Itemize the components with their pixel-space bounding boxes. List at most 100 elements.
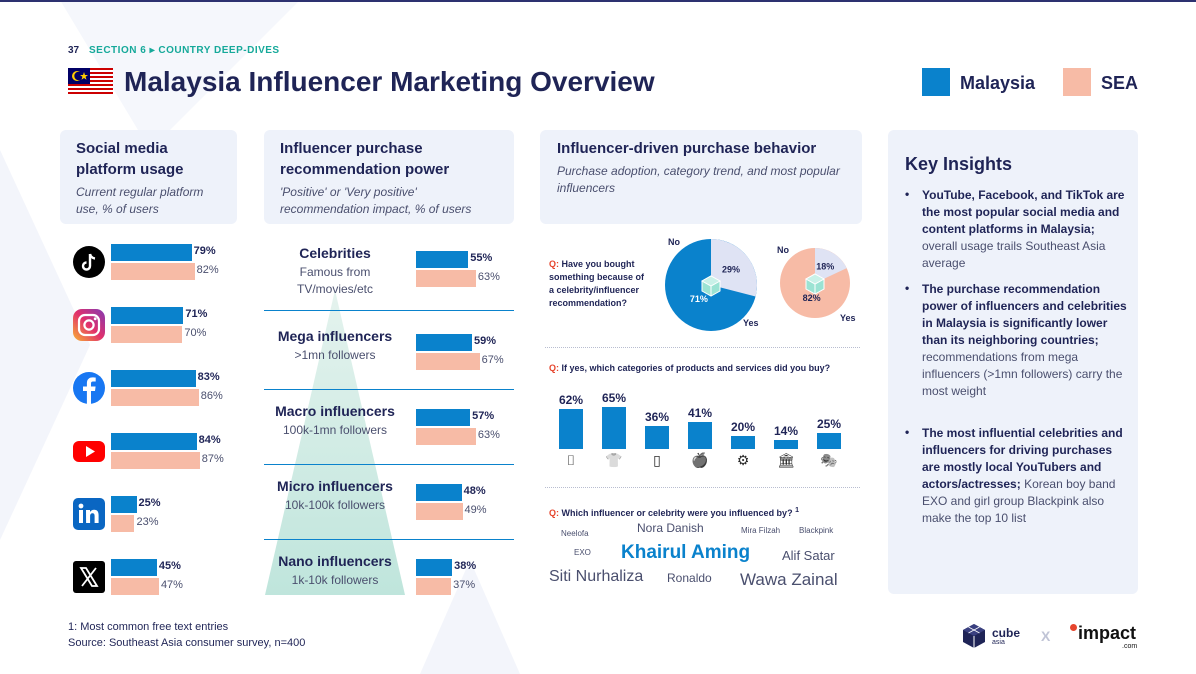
- social-value-sea-tiktok: 82%: [196, 264, 219, 276]
- tshirt-icon: 👕: [605, 453, 623, 469]
- insight-1-bold: YouTube, Facebook, and TikTok are the mo…: [922, 188, 1125, 236]
- legend-label-malaysia: Malaysia: [960, 73, 1036, 93]
- rec-bar-sea-celebrities: [416, 270, 476, 287]
- footnote: 1: Most common free text entries: [68, 621, 229, 633]
- category-value-apple: 41%: [687, 406, 713, 421]
- wordcloud-blackpink: Blackpink: [799, 526, 834, 535]
- wordcloud-exo: EXO: [574, 548, 591, 557]
- rec-separator-3: [264, 464, 514, 465]
- rec-tier-sub-celebrities: Famous from: [299, 265, 371, 279]
- insight-3-rest: Korean boy band EXO and girl group Black…: [922, 477, 1116, 525]
- rec-tier-sub-micro-influencers: 10k-100k followers: [284, 498, 386, 512]
- wordcloud-alif-satar: Alif Satar: [782, 548, 835, 563]
- category-value-lipstick: 62%: [558, 392, 584, 407]
- category-value-dumbbell: 20%: [730, 420, 756, 434]
- category-value-smartphone: 36%: [644, 409, 670, 424]
- insight-item-3: The most influential celebrities and inf…: [922, 425, 1127, 527]
- rec-title-line2: recommendation power: [280, 161, 450, 178]
- social-value-malaysia-x: 45%: [158, 560, 181, 572]
- dumbbell-icon: ⚙: [736, 453, 750, 469]
- social-title-line1: Social media: [76, 140, 168, 157]
- rec-tier-name-mega-influencers: Mega influencers: [277, 328, 393, 344]
- rec-value-sea-nano-influencers: 37%: [453, 579, 476, 591]
- question-1: Q: Have you bought something because of …: [549, 258, 669, 310]
- key-insights-panel: Key Insights • YouTube, Facebook, and Ti…: [888, 130, 1138, 594]
- wordcloud-mira-filzah: Mira Filzah: [741, 526, 781, 535]
- social-value-sea-youtube: 87%: [201, 453, 224, 465]
- social-bar-sea-x: [111, 578, 159, 595]
- social-usage-card: Social media platform usage Current regu…: [60, 130, 237, 224]
- behavior-divider-1: [545, 347, 860, 348]
- behavior-title: Influencer-driven purchase behavior: [557, 140, 817, 157]
- rec-separator-2: [264, 389, 514, 390]
- insight-2-bold: The purchase recommendation power of inf…: [922, 282, 1127, 347]
- rec-value-malaysia-mega-influencers: 59%: [474, 335, 497, 347]
- rec-tier-name-nano-influencers: Nano influencers: [278, 553, 392, 569]
- wordcloud-ronaldo: Ronaldo: [667, 571, 712, 585]
- category-value-theater-masks: 25%: [816, 416, 842, 431]
- tiktok-icon: [73, 246, 105, 278]
- social-value-sea-linkedin: 23%: [136, 516, 159, 528]
- pie-malaysia-yes-label: Yes: [743, 318, 759, 328]
- rec-value-sea-macro-influencers: 63%: [477, 429, 500, 441]
- cube-icon: [804, 273, 826, 295]
- social-bar-malaysia-facebook: [111, 370, 196, 387]
- pie-malaysia-no-label: No: [668, 237, 680, 247]
- social-card-title: Social media platform usage: [76, 138, 184, 180]
- rec-value-malaysia-macro-influencers: 57%: [472, 410, 495, 422]
- rec-bar-sea-nano-influencers: [416, 578, 452, 595]
- behavior-divider-2: [545, 487, 860, 488]
- wordcloud-wawa-zainal: Wawa Zainal: [740, 570, 838, 589]
- rec-bar-malaysia-macro-influencers: [416, 409, 471, 426]
- impact-logo-icon: [1070, 624, 1077, 631]
- social-bar-sea-instagram: [111, 326, 183, 343]
- cube-brand-subtext: asia: [992, 639, 1005, 646]
- social-bar-sea-tiktok: [111, 263, 195, 280]
- rec-tier-name-celebrities: Celebrities: [299, 245, 371, 261]
- rec-value-malaysia-nano-influencers: 38%: [454, 560, 477, 572]
- pie-sea-yes-value: 82%: [803, 293, 821, 303]
- q3-prefix: Q:: [549, 508, 559, 518]
- insight-3-bold: The most influential celebrities and inf…: [922, 426, 1123, 491]
- wordcloud-nora-danish: Nora Danish: [637, 521, 704, 535]
- social-sub-line1: Current regular platform: [76, 185, 204, 199]
- malaysia-flag-icon: [68, 68, 113, 96]
- category-bar-apple: [688, 422, 712, 449]
- social-value-malaysia-facebook: 83%: [197, 371, 220, 383]
- linkedin-icon: [73, 498, 105, 530]
- question-2: Q: If yes, which categories of products …: [549, 362, 859, 375]
- q2-text: If yes, which categories of products and…: [561, 363, 831, 373]
- page-title: Malaysia Influencer Marketing Overview: [124, 66, 655, 97]
- rec-bar-malaysia-mega-influencers: [416, 334, 473, 351]
- cube-asia-logo-icon: [963, 624, 985, 648]
- youtube-icon: [73, 441, 105, 462]
- rec-value-malaysia-micro-influencers: 48%: [463, 485, 486, 497]
- cube-brand-text: cube: [992, 626, 1021, 640]
- section-label: SECTION 6 ▸ COUNTRY DEEP-DIVES: [89, 45, 280, 56]
- insight-item-1: YouTube, Facebook, and TikTok are the mo…: [922, 187, 1127, 272]
- q1-prefix: Q:: [549, 259, 559, 269]
- source-note: Source: Southeast Asia consumer survey, …: [68, 637, 306, 649]
- q1-line2: something because of: [549, 272, 645, 282]
- rec-value-malaysia-celebrities: 55%: [470, 252, 493, 264]
- q2-prefix: Q:: [549, 363, 559, 373]
- legend-label-sea: SEA: [1101, 73, 1139, 93]
- legend-swatch-malaysia: [922, 68, 950, 96]
- category-bar-tshirt: [602, 406, 626, 449]
- q1-line1: Have you bought: [561, 259, 635, 269]
- social-title-line2: platform usage: [76, 161, 184, 178]
- page-number: 37: [68, 45, 80, 56]
- impact-brand-subtext: .com: [1122, 643, 1138, 650]
- rec-value-sea-micro-influencers: 49%: [464, 504, 487, 516]
- social-sub-line2: use, % of users: [76, 202, 159, 216]
- social-bar-sea-facebook: [111, 389, 199, 406]
- social-bar-malaysia-tiktok: [111, 244, 192, 261]
- social-value-sea-x: 47%: [160, 579, 183, 591]
- rec-sub-line1: 'Positive' or 'Very positive': [280, 185, 417, 199]
- pie-sea-no-slice: [815, 248, 847, 283]
- rec-tier-name-micro-influencers: Micro influencers: [277, 478, 393, 494]
- pie-sea-yes-label: Yes: [840, 313, 856, 323]
- wordcloud-neelofa: Neelofa: [561, 529, 589, 538]
- social-value-malaysia-youtube: 84%: [198, 434, 221, 446]
